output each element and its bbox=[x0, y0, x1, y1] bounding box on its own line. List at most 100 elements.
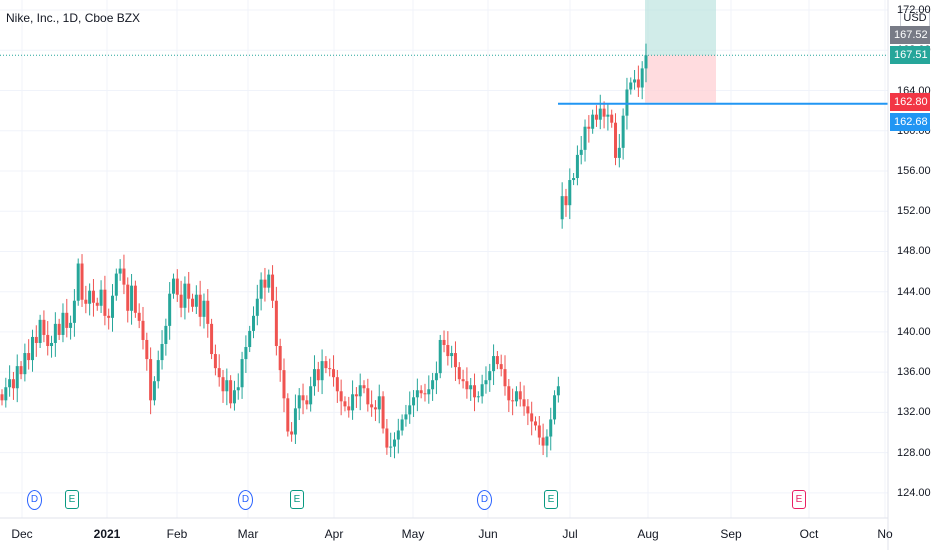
x-tick-label: Dec bbox=[11, 527, 33, 541]
candle-body bbox=[373, 407, 377, 410]
candle-body bbox=[175, 278, 179, 295]
candle-body bbox=[65, 312, 69, 328]
candle-body bbox=[358, 385, 362, 397]
candle-body bbox=[263, 279, 267, 288]
candle-body bbox=[556, 386, 560, 396]
candle-body bbox=[412, 397, 416, 406]
candle-body bbox=[450, 353, 454, 357]
earnings-marker[interactable]: E bbox=[65, 490, 79, 509]
candle-body bbox=[99, 289, 103, 306]
y-tick-label: 156.00 bbox=[897, 164, 931, 177]
x-tick-label: No bbox=[877, 527, 893, 541]
candle-body bbox=[202, 300, 206, 317]
currency-button[interactable]: USD bbox=[900, 9, 930, 28]
y-tick-label: 136.00 bbox=[897, 366, 931, 379]
candle-body bbox=[69, 322, 73, 328]
candle-body bbox=[297, 395, 301, 409]
candle-body bbox=[141, 320, 145, 340]
grid-lines bbox=[0, 0, 888, 518]
candle-body bbox=[225, 380, 229, 392]
candle-body bbox=[118, 268, 122, 274]
candle-body bbox=[392, 439, 396, 447]
candle-body bbox=[633, 79, 637, 83]
candle-body bbox=[339, 391, 343, 402]
candle-body bbox=[274, 300, 278, 347]
candle-body bbox=[347, 406, 351, 411]
candle-body bbox=[168, 293, 172, 326]
candle-body bbox=[533, 421, 537, 426]
candle-body bbox=[156, 360, 160, 382]
candle-body bbox=[198, 294, 202, 317]
candle-body bbox=[568, 180, 572, 206]
dividend-marker[interactable]: D bbox=[238, 490, 253, 510]
candle-body bbox=[518, 391, 522, 400]
candle-body bbox=[606, 114, 610, 117]
x-tick-label: Apr bbox=[324, 527, 344, 541]
candle-body bbox=[640, 68, 644, 88]
candle-body bbox=[240, 359, 244, 388]
candle-body bbox=[221, 377, 225, 392]
candle-body bbox=[476, 396, 480, 398]
candle-body bbox=[126, 284, 130, 311]
candle-body bbox=[522, 399, 526, 407]
candle-body bbox=[549, 419, 553, 437]
candle-body bbox=[473, 385, 477, 398]
candle-body bbox=[38, 319, 42, 343]
candle-body bbox=[15, 366, 19, 389]
candle-body bbox=[644, 55, 648, 69]
candle-body bbox=[583, 126, 587, 150]
candle-body bbox=[335, 377, 339, 392]
candle-body bbox=[80, 263, 84, 300]
candle-body bbox=[328, 368, 332, 370]
candle-body bbox=[507, 386, 511, 401]
candle-body bbox=[598, 108, 602, 120]
candle-body bbox=[499, 364, 503, 370]
candle-body bbox=[0, 394, 4, 401]
earnings-marker[interactable]: E bbox=[544, 490, 558, 509]
candle-body bbox=[19, 366, 23, 375]
x-tick-label: Oct bbox=[799, 527, 819, 541]
candle-body bbox=[511, 400, 515, 402]
candlestick-series bbox=[0, 43, 648, 459]
candle-body bbox=[434, 373, 438, 381]
candle-body bbox=[312, 369, 316, 387]
candle-body bbox=[320, 361, 324, 381]
candle-body bbox=[381, 396, 385, 429]
candle-body bbox=[122, 268, 126, 285]
candle-body bbox=[255, 298, 259, 316]
candle-body bbox=[587, 126, 591, 129]
candle-body bbox=[629, 82, 633, 90]
candle-body bbox=[46, 334, 50, 347]
candle-body bbox=[636, 79, 640, 88]
dividend-marker[interactable]: D bbox=[477, 490, 492, 510]
candle-body bbox=[61, 312, 65, 335]
earnings-marker[interactable]: E bbox=[792, 490, 806, 509]
candle-body bbox=[408, 405, 412, 415]
x-tick-label: May bbox=[401, 527, 425, 541]
dividend-marker[interactable]: D bbox=[27, 490, 42, 510]
candle-body bbox=[107, 315, 111, 318]
candle-body bbox=[194, 294, 198, 307]
candle-body bbox=[160, 343, 164, 361]
candle-body bbox=[431, 380, 435, 390]
candle-body bbox=[553, 395, 557, 420]
candle-body bbox=[419, 390, 423, 394]
profit-zone bbox=[645, 0, 716, 56]
candle-body bbox=[305, 400, 309, 405]
candle-body bbox=[267, 274, 271, 288]
y-tick-label: 172.00 bbox=[897, 4, 931, 17]
earnings-marker[interactable]: E bbox=[290, 490, 304, 509]
candle-body bbox=[442, 339, 446, 345]
candle-body bbox=[133, 285, 137, 313]
candle-body bbox=[278, 346, 282, 371]
candle-body bbox=[217, 368, 221, 378]
chart-title: Nike, Inc., 1D, Cboe BZX bbox=[6, 11, 141, 25]
candle-body bbox=[484, 380, 488, 385]
candle-body bbox=[42, 319, 46, 335]
candle-body bbox=[610, 114, 614, 123]
candle-body bbox=[213, 354, 217, 369]
candle-body bbox=[259, 279, 263, 299]
candle-body bbox=[480, 384, 484, 397]
position-zones bbox=[645, 0, 716, 103]
